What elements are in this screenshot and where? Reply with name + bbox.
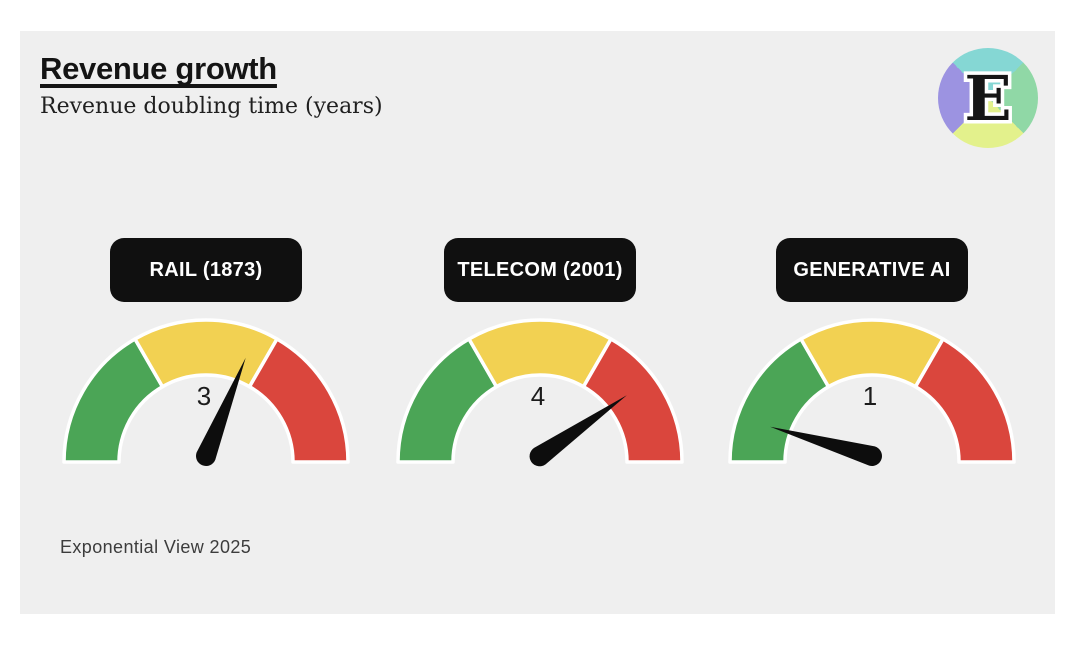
gauge-segment-slow [913,337,1016,464]
gauge-needle [770,426,882,466]
gauge-label-pill: GENERATIVE AI [776,238,968,302]
gauge-label: GENERATIVE AI [793,259,951,281]
gauge-needle [529,395,627,467]
gauge-segment-slow [247,337,350,464]
gauge-dial: 3 [62,318,350,467]
attribution: Exponential View 2025 [60,537,252,557]
gauge-3: GENERATIVE AI 1 [722,238,1022,474]
gauge-segment-slow [581,337,684,464]
gauge-dial: 4 [396,318,684,467]
gauge-value: 4 [531,381,545,411]
page-subtitle: Revenue doubling time (years) [40,94,383,119]
gauge-label: TELECOM (2001) [457,259,623,281]
gauge-value: 3 [197,381,211,411]
logo-letter-icon: E [961,59,1015,139]
gauge-label-pill: TELECOM (2001) [444,238,636,302]
gauge-label-pill: RAIL (1873) [110,238,302,302]
gauge-2: TELECOM (2001) 4 [390,238,690,474]
page-title: Revenue growth [40,51,277,86]
slide-card: Revenue growth Revenue doubling time (ye… [20,31,1055,614]
exponential-view-logo: E [938,48,1038,148]
gauge-label: RAIL (1873) [149,259,263,281]
gauge-value: 1 [863,381,877,411]
gauge-dial: 1 [728,318,1016,466]
logo-letter: E [964,62,1011,135]
gauge-1: RAIL (1873) 3 [56,238,356,474]
gauge-needle [195,357,246,467]
